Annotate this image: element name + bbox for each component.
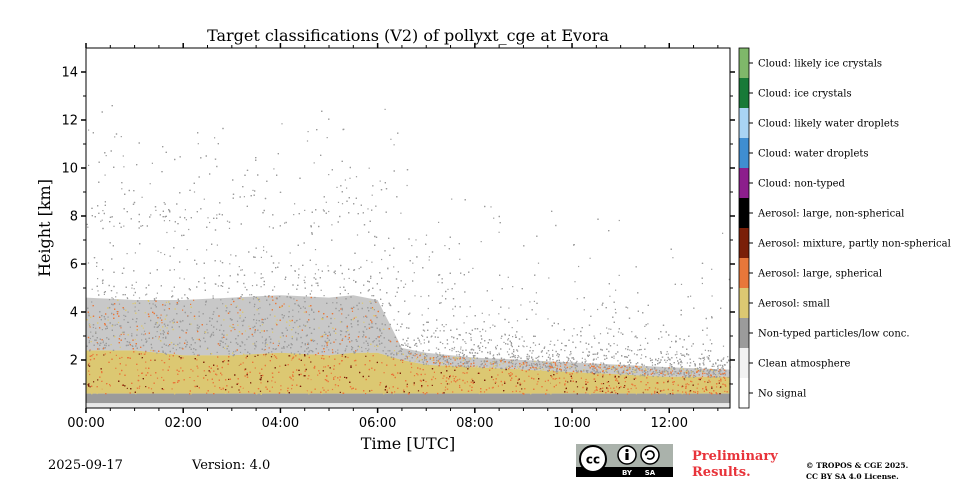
preliminary-line2: Results. bbox=[692, 465, 751, 480]
signal-speckle bbox=[86, 105, 731, 395]
x-tick-label: 06:00 bbox=[359, 416, 396, 431]
colorbar-swatch bbox=[739, 108, 749, 138]
colorbar-label: Cloud: ice crystals bbox=[758, 89, 852, 100]
colorbar-label: Aerosol: mixture, partly non-spherical bbox=[757, 239, 951, 250]
non-typed-layer bbox=[86, 295, 730, 377]
cc-icon bbox=[579, 445, 607, 473]
small-aerosol-layer bbox=[86, 350, 730, 394]
colorbar: No signal Clean atmosphere Non-typed parti… bbox=[738, 47, 951, 409]
colorbar-swatch bbox=[739, 378, 749, 408]
colorbar-swatch bbox=[739, 78, 749, 108]
colorbar-swatch bbox=[739, 318, 749, 348]
colorbar-label: Cloud: non-typed bbox=[758, 179, 846, 190]
cc-text: cc bbox=[586, 453, 600, 467]
chart-title: Target classifications (V2) of pollyxt_c… bbox=[207, 26, 609, 45]
preliminary-notice: Preliminary Results. bbox=[692, 449, 778, 481]
y-tick-label: 4 bbox=[70, 306, 78, 321]
colorbar-swatch bbox=[739, 348, 749, 378]
colorbar-swatch bbox=[739, 258, 749, 288]
y-tick-label: 12 bbox=[61, 114, 78, 129]
x-tick-label: 10:00 bbox=[553, 416, 590, 431]
near-surface-band bbox=[86, 393, 730, 404]
y-axis-label: Height [km] bbox=[35, 179, 54, 277]
y-tick-label: 8 bbox=[70, 210, 78, 225]
y-tick-label: 6 bbox=[70, 258, 78, 273]
plot-area bbox=[86, 105, 731, 408]
colorbar-label: Non-typed particles/low conc. bbox=[758, 329, 910, 340]
cc-license-badge: cc BY SA bbox=[576, 444, 673, 477]
colorbar-label: Aerosol: small bbox=[757, 299, 830, 310]
sa-icon bbox=[640, 445, 660, 465]
copyright-notice: © TROPOS & CGE 2025. CC BY SA 4.0 Licens… bbox=[806, 460, 908, 482]
colorbar-swatch bbox=[739, 168, 749, 198]
x-tick-label: 12:00 bbox=[651, 416, 688, 431]
x-axis: 00:00 02:00 04:00 06:00 08:00 10:00 12:00 bbox=[67, 43, 719, 431]
y-tick-label: 2 bbox=[70, 354, 78, 369]
plot-frame bbox=[85, 47, 731, 409]
x-tick-label: 02:00 bbox=[164, 416, 201, 431]
colorbar-label: Aerosol: large, non-spherical bbox=[757, 209, 904, 220]
x-tick-label: 04:00 bbox=[262, 416, 299, 431]
date-label: 2025-09-17 bbox=[48, 458, 123, 473]
colorbar-label: Aerosol: large, spherical bbox=[757, 269, 882, 280]
y-axis: 2 4 6 8 10 12 14 bbox=[61, 66, 735, 385]
copyright-line1: © TROPOS & CGE 2025. bbox=[806, 461, 909, 470]
colorbar-label: Cloud: likely ice crystals bbox=[758, 59, 882, 70]
colorbar-swatch bbox=[739, 48, 749, 78]
x-axis-label: Time [UTC] bbox=[361, 434, 455, 453]
clean-atmosphere-band bbox=[86, 403, 730, 408]
colorbar-swatch bbox=[739, 198, 749, 228]
x-tick-label: 08:00 bbox=[456, 416, 493, 431]
x-tick-label: 00:00 bbox=[67, 416, 104, 431]
colorbar-label: No signal bbox=[758, 389, 806, 400]
colorbar-label: Cloud: water droplets bbox=[758, 149, 869, 160]
version-label: Version: 4.0 bbox=[192, 458, 271, 473]
colorbar-swatch bbox=[739, 288, 749, 318]
preliminary-line1: Preliminary bbox=[692, 449, 778, 464]
colorbar-label: Cloud: likely water droplets bbox=[758, 119, 899, 130]
y-tick-label: 10 bbox=[61, 162, 78, 177]
colorbar-swatch bbox=[739, 228, 749, 258]
colorbar-swatch bbox=[739, 138, 749, 168]
colorbar-label: Clean atmosphere bbox=[758, 359, 851, 370]
y-tick-label: 14 bbox=[61, 66, 78, 81]
copyright-line2: CC BY SA 4.0 License. bbox=[806, 472, 899, 481]
